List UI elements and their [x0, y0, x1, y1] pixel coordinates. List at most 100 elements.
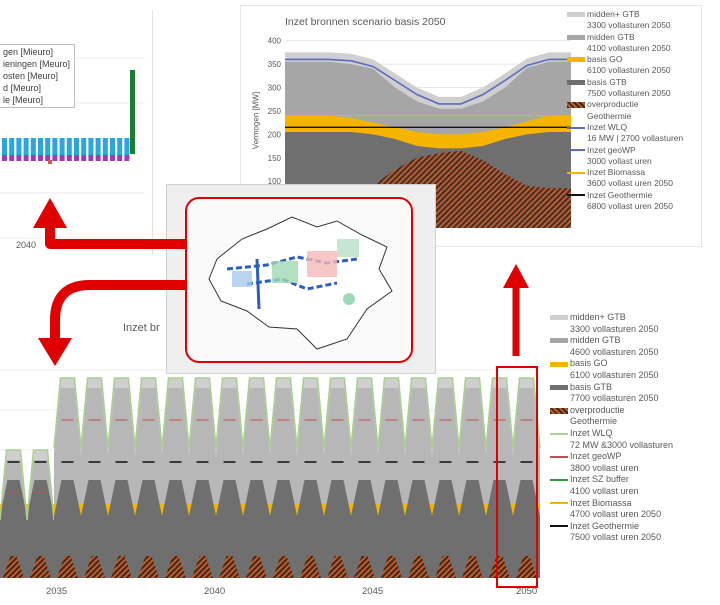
legend-swatch: [550, 315, 568, 321]
bar-segment: [88, 138, 94, 155]
arrow-head: [503, 264, 529, 288]
area-basis-gtb: [135, 480, 162, 578]
area-basis-gtb: [459, 480, 486, 578]
legend-entry: basis GTB: [550, 382, 673, 394]
area-overproductie: [300, 556, 321, 578]
bar-segment: [9, 155, 15, 161]
area-overproductie: [111, 556, 132, 578]
bar-segment: [52, 138, 58, 155]
legend-label: Inzet WLQ: [587, 121, 628, 132]
x-tick-label: 2035: [46, 586, 68, 597]
legend-swatch: [567, 149, 585, 152]
legend-label: Inzet Biomassa: [570, 497, 632, 508]
legend-sublabel: 7500 vollast uren 2050: [570, 532, 662, 543]
bar-segment: [30, 138, 36, 155]
bar-segment: [95, 138, 101, 155]
map-frame: [185, 197, 413, 363]
bar-segment: [59, 155, 65, 161]
area-basis-gtb: [378, 480, 405, 578]
area-basis-gtb: [486, 480, 513, 578]
legend-label: midden GTB: [587, 31, 635, 42]
line-wlq: [296, 377, 325, 449]
bar-segment: [74, 155, 79, 161]
bar-segment: [2, 138, 7, 155]
bar-segment: [110, 155, 115, 161]
legend-swatch: [550, 407, 568, 414]
x-tick-label: 2050: [516, 586, 538, 597]
x-tick-label: 2045: [362, 586, 384, 597]
y-tick-label: 200: [268, 130, 282, 139]
legend-swatch: [550, 338, 568, 344]
bar-segment: [130, 70, 135, 154]
legend-sublabel: 4700 vollast uren 2050: [570, 509, 662, 520]
area-basis-gtb: [54, 480, 81, 578]
area-basis-gtb: [432, 480, 459, 578]
x-tick-label: 2040: [16, 240, 37, 250]
bar-segment: [81, 138, 87, 155]
legend-label: basis GO: [570, 358, 608, 369]
legend-swatch: [567, 34, 585, 40]
heat-network-route: [246, 277, 338, 291]
legend-entry: Inzet Geothermie: [550, 521, 673, 533]
y-tick-label: 300: [268, 84, 282, 93]
area-basis-gtb: [27, 480, 54, 578]
top-left-legend: gen [Mieuro] ieningen [Meuro] osten [Meu…: [0, 44, 76, 108]
area-overproductie: [165, 556, 186, 578]
area-overproductie: [489, 556, 510, 578]
legend-swatch: [550, 432, 568, 435]
map-inset: [166, 184, 436, 374]
area-basis-gtb: [270, 480, 297, 578]
legend-swatch: [550, 502, 568, 505]
bar-segment: [45, 138, 51, 155]
bar-segment: [74, 138, 79, 155]
legend-swatch: [567, 79, 585, 85]
area-basis-gtb: [351, 480, 378, 578]
bar-segment: [52, 155, 58, 161]
legend-sublabel: 4100 vollast uren: [570, 485, 639, 496]
legend-entry: Inzet WLQ: [567, 122, 683, 133]
legend-sublabel: Geothermie: [587, 110, 632, 121]
area-basis-gtb: [216, 480, 243, 578]
district-zone: [337, 239, 359, 257]
district-zone: [272, 261, 298, 283]
bar-segment: [59, 138, 65, 155]
bar-segment: [9, 138, 15, 155]
area-basis-gtb: [81, 480, 108, 578]
legend-sublabel: 3800 vollast uren: [570, 462, 639, 473]
bar-segment: [124, 138, 130, 155]
top-right-legend: midden+ GTB 3300 vollasturen 2050 midden G…: [567, 9, 683, 212]
legend-sublabel: 4100 vollasturen 2050: [587, 42, 671, 53]
legend-sublabel: 7700 vollasturen 2050: [570, 393, 659, 404]
legend-swatch: [550, 384, 568, 390]
bar-segment: [16, 138, 22, 155]
legend-entry: Inzet geoWP: [550, 451, 673, 463]
legend-label: basis GTB: [587, 76, 627, 87]
legend-sublabel: Geothermie: [570, 416, 618, 427]
legend-entry: basis GO: [550, 358, 673, 370]
legend-label: Inzet geoWP: [570, 451, 622, 462]
top-right-chart-title: Inzet bronnen scenario basis 2050: [285, 16, 446, 28]
area-overproductie: [219, 556, 240, 578]
legend-entry: basis GO: [567, 54, 683, 65]
area-overproductie: [84, 556, 105, 578]
legend-entry: overproductie: [567, 99, 683, 110]
legend-label: Inzet Geothermie: [587, 189, 653, 200]
legend-label: midden+ GTB: [570, 312, 626, 322]
line-wlq: [285, 58, 571, 105]
bar-segment: [16, 155, 22, 161]
legend-sublabel: 72 MW &3000 vollasturen: [570, 439, 674, 450]
line-wlq: [404, 377, 433, 449]
legend-swatch: [567, 57, 585, 63]
top-left-legend-item: d [Meuro]: [3, 83, 42, 93]
y-tick-label: 100: [268, 177, 282, 186]
line-wlq: [377, 377, 406, 449]
line-wlq: [485, 377, 514, 449]
legend-swatch: [567, 194, 585, 197]
legend-entry: midden GTB: [567, 32, 683, 43]
area-overproductie: [327, 556, 348, 578]
x-tick-label: 2045: [66, 240, 87, 250]
area-basis-gtb: [162, 480, 189, 578]
top-left-chart-svg: [0, 57, 145, 239]
legend-label: Inzet Geothermie: [570, 520, 640, 531]
y-tick-label: 400: [268, 37, 282, 46]
